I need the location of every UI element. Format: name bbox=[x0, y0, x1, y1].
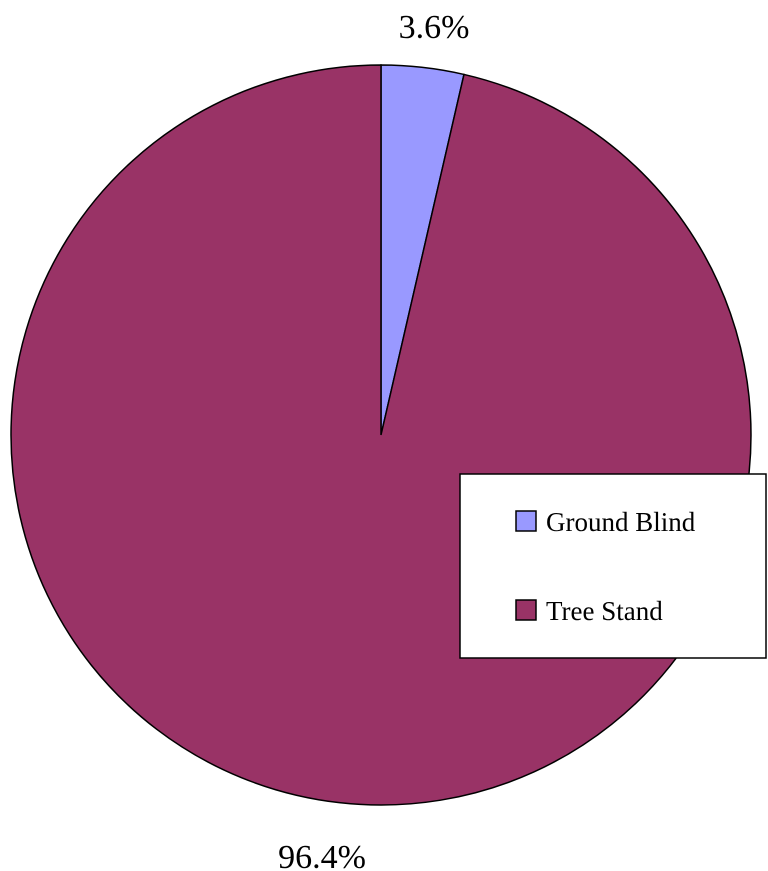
pie-slice-tree-stand bbox=[10, 64, 752, 806]
data-label-tree-stand: 96.4% bbox=[278, 839, 366, 871]
legend-box bbox=[459, 473, 767, 659]
pie-slices bbox=[10, 64, 752, 806]
legend-label-tree-stand: Tree Stand bbox=[546, 596, 663, 626]
legend-swatch-ground-blind bbox=[515, 510, 537, 532]
legend-label-ground-blind: Ground Blind bbox=[546, 507, 696, 537]
legend-swatch-tree-stand bbox=[515, 599, 537, 621]
legend: Ground Blind Tree Stand bbox=[459, 473, 767, 659]
data-label-ground-blind: 3.6% bbox=[399, 9, 470, 46]
